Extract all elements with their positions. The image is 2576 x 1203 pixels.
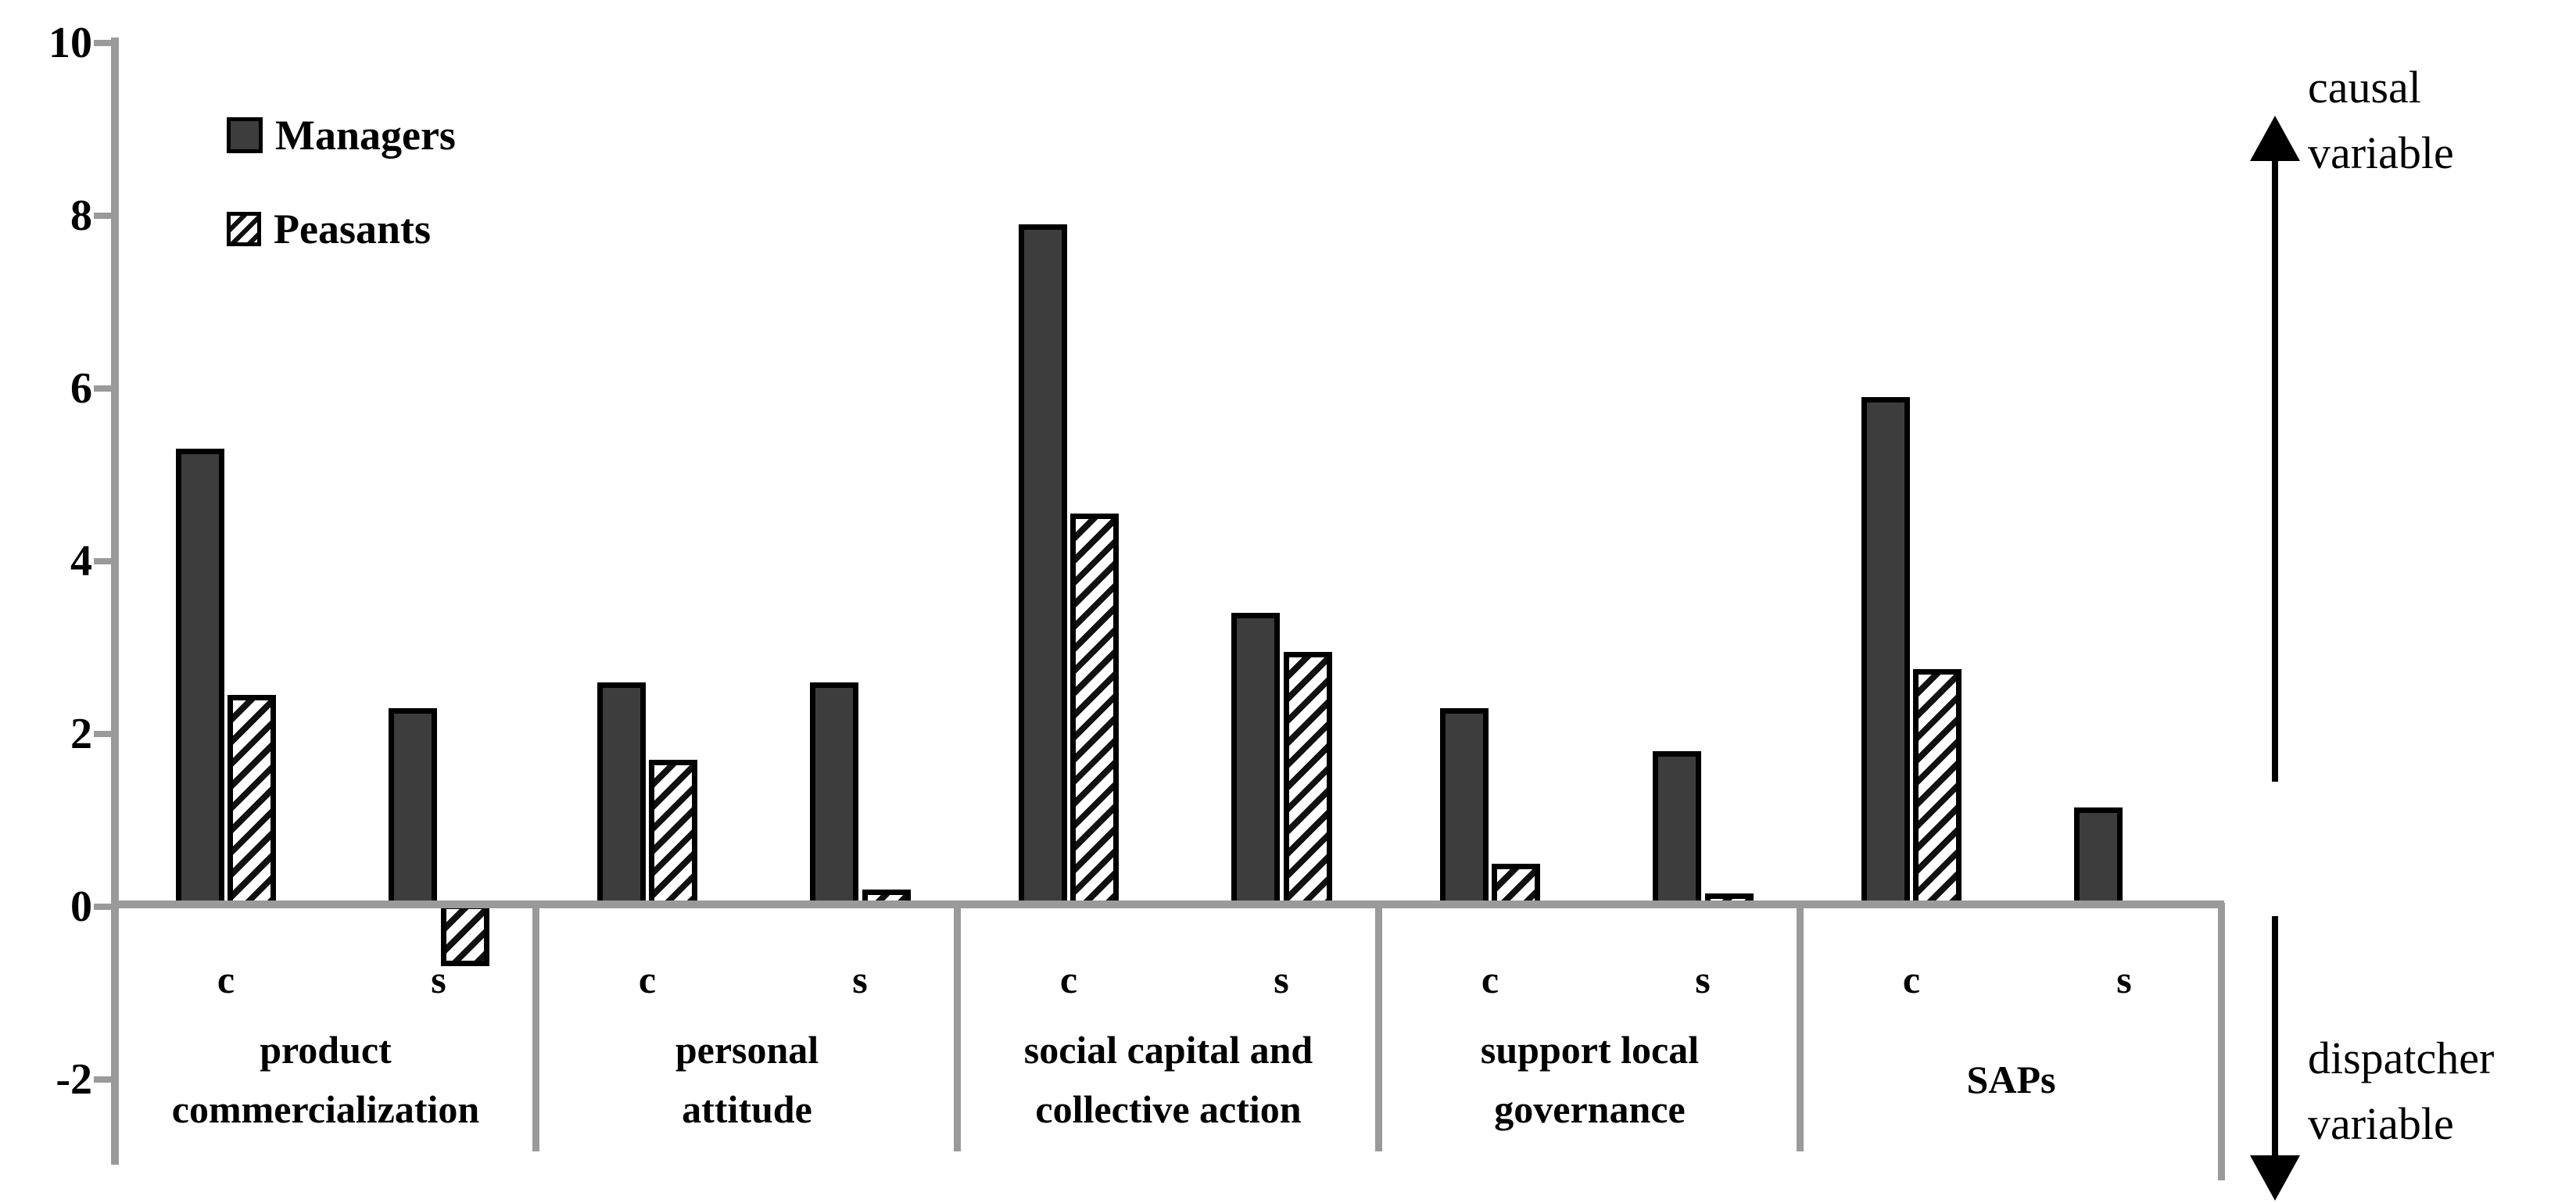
peasants-bar-c [1913, 669, 1962, 908]
y-tick-mark [94, 558, 115, 564]
legend-item-managers: Managers [227, 111, 456, 159]
y-tick-label: 4 [70, 537, 92, 585]
managers-bar-c [597, 682, 646, 908]
peasants-bar-s [1284, 652, 1332, 908]
y-tick-mark [94, 1076, 115, 1083]
y-tick-mark [94, 40, 115, 46]
legend-label-managers: Managers [275, 112, 456, 159]
group-separator [532, 903, 539, 1151]
category-label: product commercialization [171, 1028, 480, 1131]
managers-bar-s [810, 682, 858, 908]
managers-bar-s [389, 707, 437, 908]
down-arrow-icon [2250, 1155, 2300, 1201]
peasants-bar-s [441, 904, 489, 966]
y-tick-mark [94, 904, 115, 910]
category-label: support local governance [1480, 1028, 1700, 1131]
category-label: social capital and collective action [1023, 1028, 1313, 1131]
group-separator [1797, 903, 1804, 1151]
subcategory-label: c [217, 958, 235, 1001]
managers-bar-c [1440, 707, 1489, 908]
category-label: personal attitude [675, 1028, 819, 1131]
peasants-bar-c [1070, 514, 1119, 908]
managers-bar-c [1019, 224, 1067, 908]
dispatcher-variable-label: dispatcher variable [2308, 1033, 2495, 1149]
peasants-bar-c [649, 760, 697, 908]
subcategory-label: s [1274, 958, 1289, 1001]
x-axis-line [111, 900, 2224, 908]
y-tick-label: 6 [70, 364, 92, 413]
up-arrow-icon [2250, 116, 2300, 161]
y-tick-label: 10 [48, 19, 92, 67]
y-tick-label: -2 [56, 1055, 92, 1104]
subcategory-label: c [1059, 958, 1078, 1001]
subcategory-label: s [1695, 958, 1711, 1001]
subcategory-label: s [431, 958, 446, 1001]
managers-swatch-icon [227, 117, 263, 153]
managers-bar-s [1653, 751, 1701, 908]
y-tick-mark [94, 385, 115, 392]
subcategory-label: s [2116, 958, 2132, 1001]
y-axis-line [111, 38, 119, 1165]
group-separator [2218, 903, 2225, 1180]
category-label: SAPs [1966, 1058, 2056, 1101]
subcategory-label: c [1902, 958, 1921, 1001]
subcategory-label: c [638, 958, 657, 1001]
y-tick-label: 8 [70, 192, 92, 240]
legend: Managers Peasants [227, 111, 456, 299]
group-separator [1375, 903, 1382, 1151]
legend-item-peasants: Peasants [227, 205, 456, 253]
y-tick-label: 0 [70, 883, 92, 931]
y-tick-mark [94, 213, 115, 219]
subcategory-label: c [1481, 958, 1499, 1001]
legend-label-peasants: Peasants [274, 206, 431, 252]
up-arrow-shaft [2272, 156, 2278, 782]
down-arrow-shaft [2272, 916, 2278, 1158]
causal-variable-label: causal variable [2308, 62, 2454, 178]
peasants-bar-c [228, 695, 276, 908]
managers-bar-s [1231, 613, 1280, 908]
managers-bar-c [176, 449, 224, 908]
managers-bar-s [2074, 807, 2123, 908]
group-separator [954, 903, 961, 1151]
y-tick-label: 2 [70, 710, 92, 758]
managers-bar-c [1861, 397, 1910, 908]
subcategory-label: s [852, 958, 868, 1001]
peasants-swatch-icon [227, 212, 261, 246]
y-tick-mark [94, 731, 115, 737]
